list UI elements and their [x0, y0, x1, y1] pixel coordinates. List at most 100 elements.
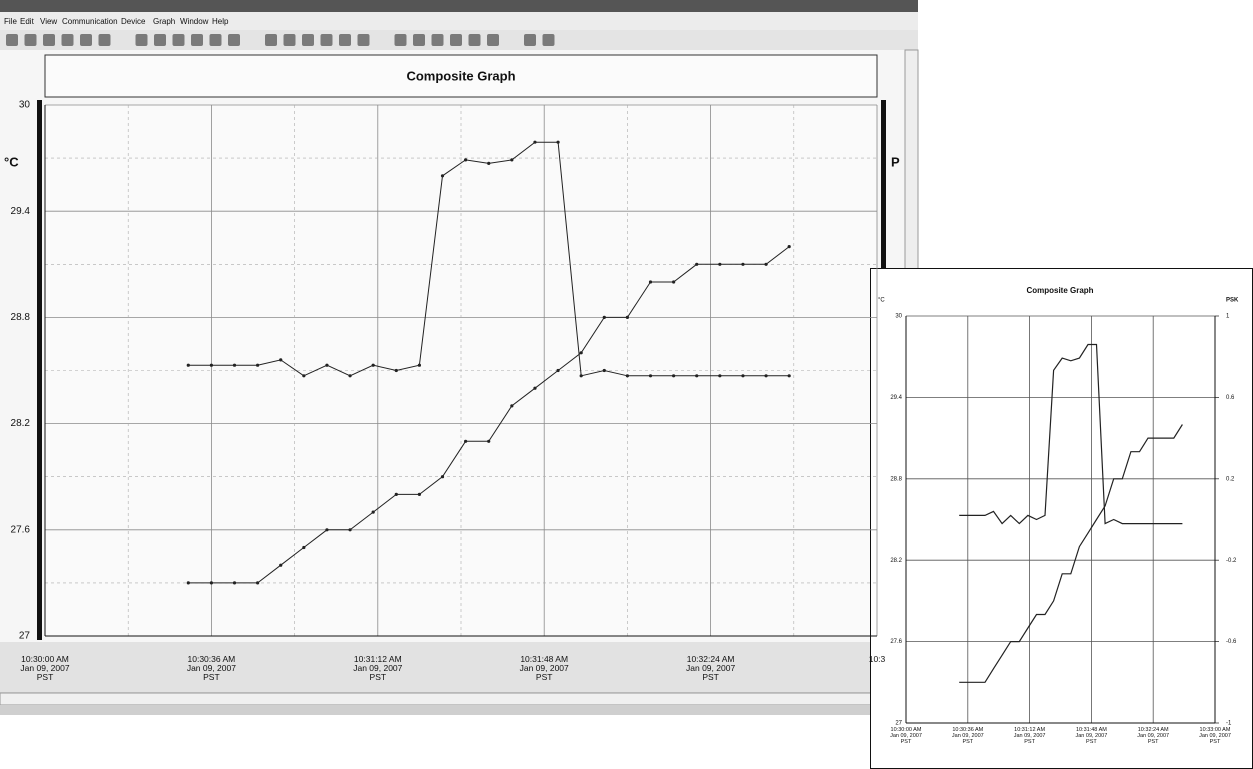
tool-button[interactable]	[358, 34, 370, 46]
data-point	[580, 351, 583, 354]
data-point	[649, 374, 652, 377]
y2-tick-label: 0.2	[1226, 476, 1235, 482]
tool-button[interactable]	[543, 34, 555, 46]
tool-button[interactable]	[506, 34, 518, 46]
x-tick-label: 10:3	[832, 655, 922, 664]
data-point	[279, 358, 282, 361]
tool-button[interactable]	[413, 34, 425, 46]
title-bar	[0, 0, 918, 12]
data-point	[672, 374, 675, 377]
data-point	[325, 364, 328, 367]
x-label-band	[0, 642, 905, 692]
x-tick-label: 10:32:24 AM Jan 09, 2007 PST	[1123, 728, 1183, 745]
tool-button[interactable]	[154, 34, 166, 46]
data-point	[672, 280, 675, 283]
tool-button[interactable]	[395, 34, 407, 46]
data-point	[649, 280, 652, 283]
data-point	[464, 158, 467, 161]
tool-button[interactable]	[6, 34, 18, 46]
data-point	[210, 581, 213, 584]
data-point	[695, 263, 698, 266]
y-tick-label: 27	[19, 631, 31, 642]
tool-button[interactable]	[136, 34, 148, 46]
data-point	[487, 440, 490, 443]
y-tick-label: 28.2	[11, 418, 31, 429]
tool-button[interactable]	[524, 34, 536, 46]
data-point	[764, 374, 767, 377]
tool-button[interactable]	[487, 34, 499, 46]
tool-button[interactable]	[62, 34, 74, 46]
x-tick-label: 10:30:36 AM Jan 09, 2007 PST	[166, 655, 256, 682]
y-tick-label: 28.2	[890, 558, 902, 564]
tool-button[interactable]	[302, 34, 314, 46]
data-point	[348, 528, 351, 531]
tool-button[interactable]	[284, 34, 296, 46]
tool-button[interactable]	[321, 34, 333, 46]
menu-item[interactable]: Device	[121, 17, 146, 26]
data-point	[556, 369, 559, 372]
y2-tick-label: -0.6	[1226, 639, 1237, 645]
status-bar	[0, 705, 918, 715]
tool-button[interactable]	[376, 34, 388, 46]
menu-item[interactable]: File	[4, 17, 17, 26]
data-point	[279, 564, 282, 567]
data-point	[372, 364, 375, 367]
tool-button[interactable]	[247, 34, 259, 46]
data-point	[418, 493, 421, 496]
tool-button[interactable]	[339, 34, 351, 46]
data-point	[256, 581, 259, 584]
data-point	[325, 528, 328, 531]
tool-button[interactable]	[80, 34, 92, 46]
data-point	[718, 263, 721, 266]
data-point	[510, 404, 513, 407]
tool-button[interactable]	[173, 34, 185, 46]
y-axis-label: °C	[878, 298, 885, 304]
y-tick-label: 27.6	[11, 524, 31, 535]
x-tick-label: 10:30:00 AM Jan 09, 2007 PST	[0, 655, 90, 682]
data-point	[718, 374, 721, 377]
data-point	[764, 263, 767, 266]
data-point	[348, 374, 351, 377]
menu-item[interactable]: Help	[212, 17, 229, 26]
menu-item[interactable]: Graph	[153, 17, 175, 26]
tool-button[interactable]	[450, 34, 462, 46]
menu-item[interactable]: Window	[180, 17, 209, 26]
x-tick-label: 10:32:24 AM Jan 09, 2007 PST	[666, 655, 756, 682]
menu-item[interactable]: Communication	[62, 17, 118, 26]
x-tick-label: 10:31:12 AM Jan 09, 2007 PST	[1000, 728, 1060, 745]
data-point	[441, 174, 444, 177]
tool-button[interactable]	[99, 34, 111, 46]
h-scrollbar[interactable]	[0, 693, 905, 705]
left-axis-bar	[37, 100, 42, 640]
x-tick-label: 10:30:00 AM Jan 09, 2007 PST	[876, 728, 936, 745]
tool-button[interactable]	[265, 34, 277, 46]
tool-button[interactable]	[25, 34, 37, 46]
tool-button[interactable]	[228, 34, 240, 46]
y-tick-label: 29.4	[11, 206, 31, 217]
menu-item[interactable]: Edit	[20, 17, 35, 26]
data-point	[533, 141, 536, 144]
tool-button[interactable]	[191, 34, 203, 46]
y-tick-label: 29.4	[890, 395, 902, 401]
data-point	[187, 364, 190, 367]
tool-button[interactable]	[432, 34, 444, 46]
chart-title: Composite Graph	[1026, 286, 1093, 295]
y-tick-label: 30	[19, 100, 31, 111]
y2-axis-label: PSK	[1226, 298, 1239, 304]
x-tick-label: 10:31:48 AM Jan 09, 2007 PST	[1061, 728, 1121, 745]
y2-axis-label: P	[891, 154, 900, 169]
tool-button[interactable]	[43, 34, 55, 46]
data-point	[187, 581, 190, 584]
menu-item[interactable]: View	[40, 17, 57, 26]
y-tick-label: 30	[895, 314, 902, 320]
y-tick-label: 28.8	[890, 476, 902, 482]
tool-button[interactable]	[117, 34, 129, 46]
tool-button[interactable]	[469, 34, 481, 46]
data-point	[302, 374, 305, 377]
data-point	[233, 364, 236, 367]
data-point	[233, 581, 236, 584]
data-point	[464, 440, 467, 443]
x-tick-label: 10:31:48 AM Jan 09, 2007 PST	[499, 655, 589, 682]
tool-button[interactable]	[210, 34, 222, 46]
y-tick-label: 27	[895, 721, 902, 727]
